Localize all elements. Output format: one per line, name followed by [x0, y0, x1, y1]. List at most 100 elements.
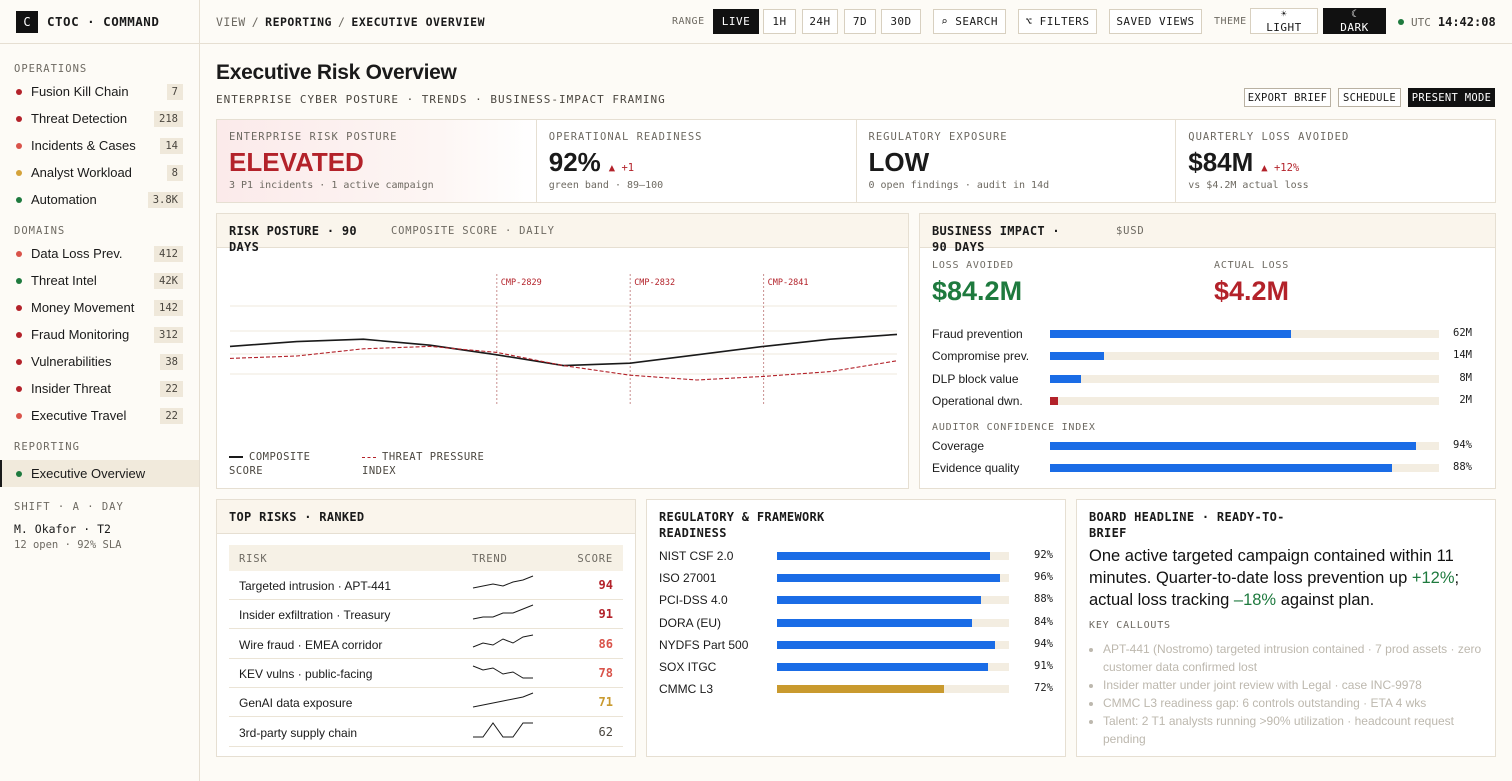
nav-section-title: DOMAINS — [14, 225, 66, 237]
schedule-button[interactable]: SCHEDULE — [1338, 88, 1401, 107]
framework-value: 96% — [1034, 571, 1053, 584]
bar-fill — [1050, 396, 1058, 405]
loss-avoided-label: LOSS AVOIDED — [932, 260, 1014, 271]
sidebar-item-fraud-monitoring[interactable]: Fraud Monitoring 312 — [0, 321, 199, 348]
kpi-loss-avoided[interactable]: QUARTERLY LOSS AVOIDED $84M ▲ +12% vs $4.… — [1176, 120, 1495, 202]
bar-track — [1050, 374, 1439, 383]
campaign-label[interactable]: CMP-2841 — [768, 278, 809, 288]
bar-track — [1050, 396, 1439, 405]
threat-pressure-line[interactable] — [229, 345, 898, 381]
export-brief-button[interactable]: EXPORT BRIEF — [1244, 88, 1331, 107]
legend-swatch — [229, 456, 243, 458]
range-24h-button[interactable]: 24H — [802, 9, 838, 34]
sidebar-item-automation[interactable]: Automation 3.8K — [0, 186, 199, 213]
brand-name: CTOC · COMMAND — [47, 14, 160, 29]
count-badge: 38 — [160, 353, 183, 370]
sidebar-item-fusion-kill-chain[interactable]: Fusion Kill Chain 7 — [0, 78, 199, 105]
sidebar-item-analyst-workload[interactable]: Analyst Workload 8 — [0, 159, 199, 186]
theme-light-button[interactable]: ☀ LIGHT — [1250, 8, 1318, 34]
framework-row[interactable]: ISO 27001 96% — [659, 571, 1053, 585]
table-row[interactable]: GenAI data exposure 71 — [229, 688, 623, 718]
bar-value: 14M — [1453, 349, 1472, 362]
sidebar-item-vulnerabilities[interactable]: Vulnerabilities 38 — [0, 348, 199, 375]
range-30d-button[interactable]: 30D — [881, 9, 921, 34]
theme-dark-button[interactable]: ☾ DARK — [1323, 8, 1386, 34]
brand[interactable]: C CTOC · COMMAND — [0, 0, 199, 44]
kpi-value: $84M ▲ +12% — [1188, 147, 1300, 177]
table-row[interactable]: Wire fraud · EMEA corridor 86 — [229, 630, 623, 659]
breadcrumb-parent[interactable]: REPORTING — [265, 14, 332, 29]
table-row[interactable]: 3rd-party supply chain 62 — [229, 718, 623, 747]
saved-views-button[interactable]: SAVED VIEWS — [1109, 9, 1202, 34]
campaign-label[interactable]: CMP-2829 — [501, 278, 542, 288]
legend-threat[interactable]: THREAT PRESSURE INDEX — [362, 451, 485, 477]
status-dot — [16, 169, 22, 176]
col-score[interactable]: SCORE — [577, 553, 613, 565]
framework-row[interactable]: DORA (EU) 84% — [659, 616, 1053, 630]
framework-row[interactable]: NIST CSF 2.0 92% — [659, 549, 1053, 563]
sidebar-item-label: Executive Travel — [31, 408, 127, 423]
range-7d-button[interactable]: 7D — [844, 9, 876, 34]
kpi-sub: 0 open findings · audit in 14d — [868, 180, 1050, 191]
sparkline-path — [472, 575, 534, 589]
col-trend[interactable]: TREND — [472, 553, 508, 565]
page-subtitle: ENTERPRISE CYBER POSTURE · TRENDS · BUSI… — [216, 93, 666, 106]
bar-value: 8M — [1459, 371, 1472, 384]
framework-row[interactable]: NYDFS Part 500 94% — [659, 638, 1053, 652]
count-badge: 412 — [154, 245, 183, 262]
kpi-value: ELEVATED — [229, 147, 364, 177]
composite-score-line[interactable] — [229, 333, 898, 367]
search-button[interactable]: ⌕ SEARCH — [933, 9, 1006, 34]
top-risks-panel: TOP RISKS · RANKED RISK TREND SCORE Targ… — [216, 499, 636, 757]
impact-bar-row[interactable]: DLP block value 8M — [932, 372, 1484, 386]
nav-section-title: REPORTING — [14, 441, 80, 453]
status-dot — [16, 470, 22, 477]
range-1h-button[interactable]: 1H — [763, 9, 796, 34]
trend-sparkline — [472, 692, 534, 708]
auditor-bar-row[interactable]: Evidence quality 88% — [932, 461, 1484, 475]
table-row[interactable]: Insider exfiltration · Treasury 91 — [229, 600, 623, 630]
kpi-sub: 3 P1 incidents · 1 active campaign — [229, 180, 434, 191]
bar-fill — [777, 596, 982, 605]
theme-dark-label: DARK — [1340, 20, 1369, 34]
sidebar-item-label: Insider Threat — [31, 381, 111, 396]
risk-name: Targeted intrusion · APT-441 — [239, 579, 392, 593]
kpi-risk-posture[interactable]: ENTERPRISE RISK POSTURE ELEVATED 3 P1 in… — [217, 120, 537, 202]
framework-row[interactable]: CMMC L3 72% — [659, 682, 1053, 696]
auditor-bar-row[interactable]: Coverage 94% — [932, 439, 1484, 453]
kpi-operational-readiness[interactable]: OPERATIONAL READINESS 92% ▲ +1 green band… — [537, 120, 857, 202]
trend-sparkline — [472, 634, 534, 648]
panel-header: BUSINESS IMPACT · 90 DAYS $USD — [920, 214, 1495, 254]
sidebar-item-money-movement[interactable]: Money Movement 142 — [0, 294, 199, 321]
table-row[interactable]: KEV vulns · public-facing 78 — [229, 659, 623, 688]
kpi-regulatory-exposure[interactable]: REGULATORY EXPOSURE LOW 0 open findings … — [857, 120, 1177, 202]
risk-posture-chart[interactable]: CMP-2829 CMP-2832 CMP-2841 — [217, 266, 910, 436]
sidebar-item-executive-travel[interactable]: Executive Travel 22 — [0, 402, 199, 429]
kpi-label: ENTERPRISE RISK POSTURE — [229, 131, 398, 143]
legend-composite[interactable]: COMPOSITE SCORE — [229, 451, 311, 477]
campaign-label[interactable]: CMP-2832 — [634, 278, 675, 288]
sidebar-item-threat-intel[interactable]: Threat Intel 42K — [0, 267, 199, 294]
impact-bar-row[interactable]: Fraud prevention 62M — [932, 327, 1484, 341]
sidebar: C CTOC · COMMAND OPERATIONS Fusion Kill C… — [0, 0, 200, 781]
panel-title: BOARD HEADLINE · READY-TO-BRIEF — [1089, 510, 1285, 540]
sidebar-item-threat-detection[interactable]: Threat Detection 218 — [0, 105, 199, 132]
present-mode-button[interactable]: PRESENT MODE — [1408, 88, 1495, 107]
sidebar-item-label: Analyst Workload — [31, 165, 132, 180]
sidebar-item-insider-threat[interactable]: Insider Threat 22 — [0, 375, 199, 402]
table-row[interactable]: Targeted intrusion · APT-441 94 — [229, 571, 623, 600]
framework-row[interactable]: SOX ITGC 91% — [659, 660, 1053, 674]
bar-value: 2M — [1459, 393, 1472, 406]
col-risk[interactable]: RISK — [239, 553, 268, 565]
range-live-button[interactable]: LIVE — [713, 9, 759, 34]
impact-bar-row[interactable]: Operational dwn. 2M — [932, 394, 1484, 408]
framework-row[interactable]: PCI-DSS 4.0 88% — [659, 593, 1053, 607]
breadcrumb-root[interactable]: VIEW — [216, 14, 246, 29]
sidebar-item-label: Incidents & Cases — [31, 138, 136, 153]
sidebar-item-executive-overview[interactable]: Executive Overview — [0, 460, 199, 487]
filters-button[interactable]: ⌥ FILTERS — [1018, 9, 1097, 34]
impact-bar-row[interactable]: Compromise prev. 14M — [932, 349, 1484, 363]
sidebar-item-data-loss-prev-[interactable]: Data Loss Prev. 412 — [0, 240, 199, 267]
top-risks-header: RISK TREND SCORE — [229, 545, 623, 571]
sidebar-item-incidents-cases[interactable]: Incidents & Cases 14 — [0, 132, 199, 159]
